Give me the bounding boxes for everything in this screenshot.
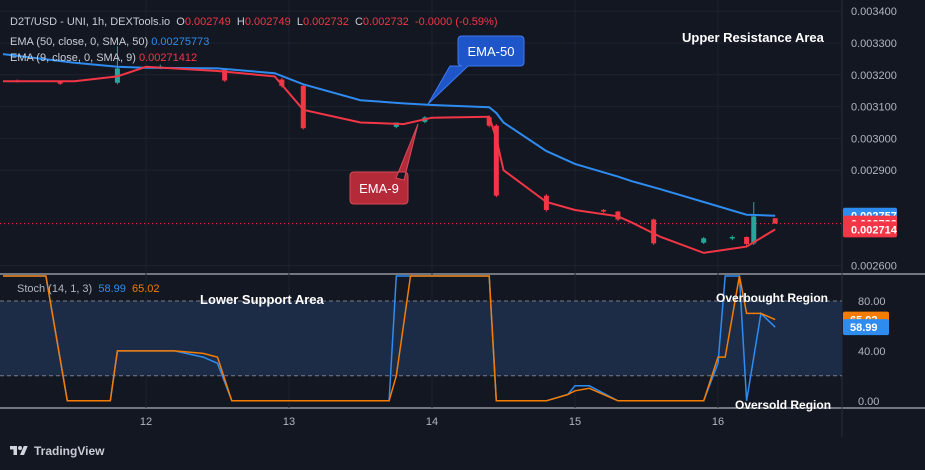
ema9-callout: EMA-9 [349,123,419,205]
ema9-line [3,65,776,254]
ema9-label: EMA (9, close, 0, SMA, 9) [10,52,136,64]
ema9-callout-bubble [349,123,419,205]
candle-body [729,237,735,239]
stoch-d-line [3,275,776,402]
candle-body [601,209,607,212]
y-tick-label: 0.003100 [851,102,897,114]
x-tick-label: 16 [712,416,724,428]
tradingview-footer[interactable]: TradingView [10,444,104,458]
open-label: O [176,16,185,28]
candle-body [57,81,63,84]
symbol-name: D2T/USD - UNI, 1h, DEXTools.io [10,16,171,28]
candle-body [493,125,499,196]
y-tick-label: 0.003200 [851,70,897,82]
candle-body [751,216,757,244]
high-label: H [236,16,245,28]
low-label: L [296,16,303,28]
close-label: C [354,16,363,28]
stoch-panel [0,300,842,377]
ema9-callout-text: EMA-9 [359,181,399,196]
high-value: 0.002749 [244,16,291,28]
stoch-tag [843,319,889,336]
axis-labels: 12 13 14 15 16 0.003400 0.003300 0.003200 0.0031… [140,6,898,428]
change-value: -0.0000 (-0.59%) [414,16,498,28]
candle-body [300,85,306,129]
stoch-legend[interactable]: Stoch (14, 1, 3) 58.99 65.02 [17,283,160,295]
stoch-label: Stoch (14, 1, 3) [17,283,93,295]
stoch-tick-label: 80.00 [858,296,886,308]
ema50-callout: EMA-50 [427,35,525,105]
stoch-tag-text: 58.99 [850,322,878,334]
y-tick-label: 0.003400 [851,6,897,18]
candle-body [701,238,707,243]
stoch-tick-label: 40.00 [858,346,886,358]
y-tick-label: 0.002600 [851,261,897,273]
lower-support-label: Lower Support Area [200,292,325,307]
ema50-value: 0.00275773 [151,36,210,48]
y-tick-label: 0.003000 [851,133,897,145]
price-tag [843,221,897,238]
ema50-callout-bubble [427,35,525,105]
x-tick-label: 12 [140,416,152,428]
oversold-label: Oversold Region [735,398,831,412]
x-tick-label: 14 [426,416,438,428]
candle-body [486,117,492,126]
ema50-legend[interactable]: EMA (50, close, 0, SMA, 50) 0.00275773 [10,36,209,48]
close-value: 0.002732 [362,16,409,28]
upper-resistance-label: Upper Resistance Area [682,30,825,45]
stoch-band [0,300,842,376]
overbought-label: Overbought Region [716,291,828,305]
candle-body [651,219,657,244]
chart-marks [2,46,778,402]
candle-body [279,79,285,86]
candle-body [222,69,228,81]
price-tag-text: 0.002714 [851,224,898,236]
ema50-label: EMA (50, close, 0, SMA, 50) [10,36,149,48]
stoch-d-value: 65.02 [132,283,160,295]
ema9-legend[interactable]: EMA (9, close, 0, SMA, 9) 0.00271412 [10,52,197,64]
stoch-tick-label: 0.00 [858,396,879,408]
stoch-k-value: 58.99 [98,283,126,295]
candle-body [744,237,750,245]
tradingview-logo-icon [10,446,28,455]
ema9-value: 0.00271412 [139,52,198,64]
grid-lines [0,0,925,437]
y-tick-label: 0.002900 [851,165,897,177]
x-tick-label: 13 [283,416,295,428]
y-tick-label: 0.003300 [851,38,897,50]
x-tick-label: 15 [569,416,581,428]
brand-name: TradingView [34,444,105,458]
ema50-callout-text: EMA-50 [468,44,515,59]
low-value: 0.002732 [302,16,349,28]
candle-body [772,218,778,224]
symbol-legend: D2T/USD - UNI, 1h, DEXTools.io O0.002749… [10,16,497,28]
open-value: 0.002749 [184,16,231,28]
